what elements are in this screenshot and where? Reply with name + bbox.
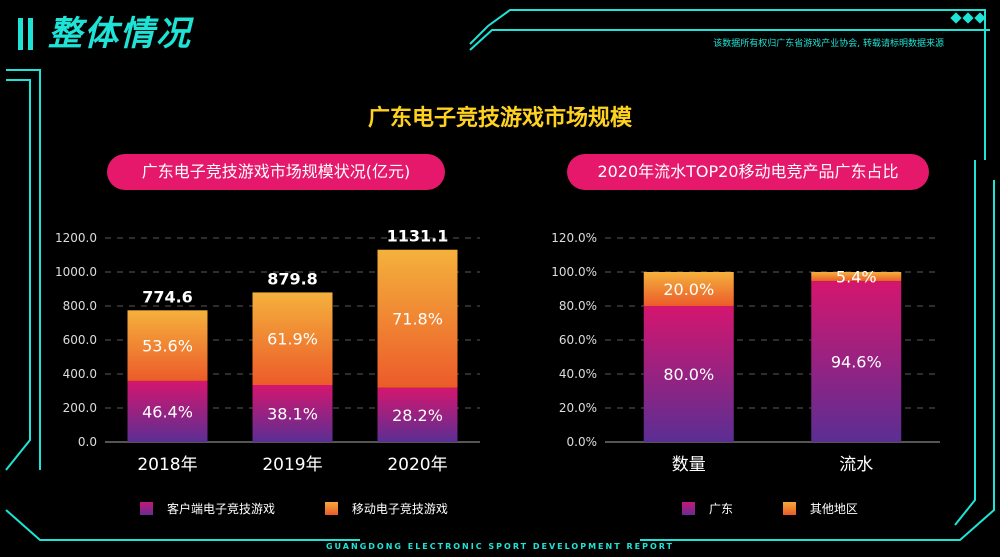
chart-top20-share: 0.0% 20.0% 40.0% 60.0% 80.0% 100.0% 120.0% 80.0… [551, 231, 940, 475]
x-category-label: 2020年 [387, 455, 447, 475]
y-tick-label: 20.0% [559, 401, 597, 415]
bar-segment-client [377, 387, 458, 442]
data-label: 5.4% [836, 268, 877, 287]
legend-label-other: 其他地区 [809, 502, 858, 516]
data-label: 71.8% [392, 310, 443, 329]
data-label: 94.6% [831, 353, 882, 372]
footer-text: GUANGDONG ELECTRONIC SPORT DEVELOPMENT R… [325, 542, 675, 551]
y-tick-label: 0.0% [567, 435, 598, 449]
y-tick-label: 60.0% [559, 333, 597, 347]
legend-swatch-other [782, 502, 796, 515]
y-tick-label: 400.0 [63, 367, 97, 381]
main-title: 广东电子竞技游戏市场规模 [367, 106, 632, 131]
x-category-label: 数量 [672, 455, 706, 475]
data-label: 80.0% [663, 365, 714, 384]
legend-label-guangdong: 广东 [709, 502, 734, 516]
legend-label-client: 客户端电子竞技游戏 [167, 502, 276, 516]
y-tick-label: 40.0% [559, 367, 597, 381]
chart1-title: 广东电子竞技游戏市场规模状况(亿元) [107, 154, 445, 190]
y-tick-label: 80.0% [559, 299, 597, 313]
legend-item-other: 其他地区 [782, 500, 858, 517]
page-title-text: 整体情况 [48, 14, 192, 54]
source-note: 该数据所有权归广东省游戏产业协会, 转载请标明数据来源 [713, 39, 944, 49]
legend-swatch-mobile [324, 502, 338, 515]
chart2-title: 2020年流水TOP20移动电竞产品广东占比 [567, 154, 929, 190]
chart2-legend: 广东 其他地区 [682, 500, 904, 517]
bar-segment-client [252, 385, 333, 442]
bar-segment-mobile [252, 292, 333, 386]
bar-segment-guangdong [811, 281, 902, 442]
x-category-label: 2019年 [262, 455, 322, 475]
bar-segment-mobile [377, 249, 458, 388]
total-label: 1131.1 [387, 227, 449, 246]
x-category-label: 2018年 [137, 455, 197, 475]
y-tick-label: 1000.0 [55, 265, 97, 279]
y-tick-label: 800.0 [63, 299, 97, 313]
legend-item-guangdong: 广东 [682, 500, 733, 517]
y-tick-label: 200.0 [63, 401, 97, 415]
total-label: 879.8 [267, 269, 318, 288]
bar-segment-other [643, 272, 734, 306]
legend-item-mobile: 移动电子竞技游戏 [324, 500, 448, 517]
bar-segment-client [127, 380, 208, 442]
data-label: 46.4% [142, 402, 193, 421]
chart1-legend: 客户端电子竞技游戏 移动电子竞技游戏 [140, 500, 494, 517]
data-label: 38.1% [267, 405, 318, 424]
data-label: 28.2% [392, 406, 443, 425]
data-label: 20.0% [663, 280, 714, 299]
x-category-label: 流水 [839, 455, 873, 475]
data-label: 61.9% [267, 330, 318, 349]
y-tick-label: 100.0% [551, 265, 597, 279]
total-label: 774.6 [142, 287, 193, 306]
y-tick-label: 120.0% [551, 231, 597, 245]
bar-segment-guangdong [643, 306, 734, 442]
legend-swatch-client [140, 502, 153, 515]
legend-item-client: 客户端电子竞技游戏 [140, 500, 275, 517]
y-tick-label: 1200.0 [55, 231, 97, 245]
bar-segment-other [811, 272, 902, 282]
data-label: 53.6% [142, 337, 193, 356]
legend-label-mobile: 移动电子竞技游戏 [351, 502, 448, 516]
legend-swatch-guangdong [682, 502, 695, 515]
chart-market-scale: 0.0 200.0 400.0 600.0 800.0 1000.0 1200.0 46.4%… [55, 227, 480, 475]
title-bars-icon [18, 14, 38, 54]
y-tick-label: 0.0 [78, 435, 97, 449]
y-tick-label: 600.0 [63, 333, 97, 347]
bar-segment-mobile [127, 310, 208, 381]
page-title: 整体情况 [18, 6, 192, 55]
